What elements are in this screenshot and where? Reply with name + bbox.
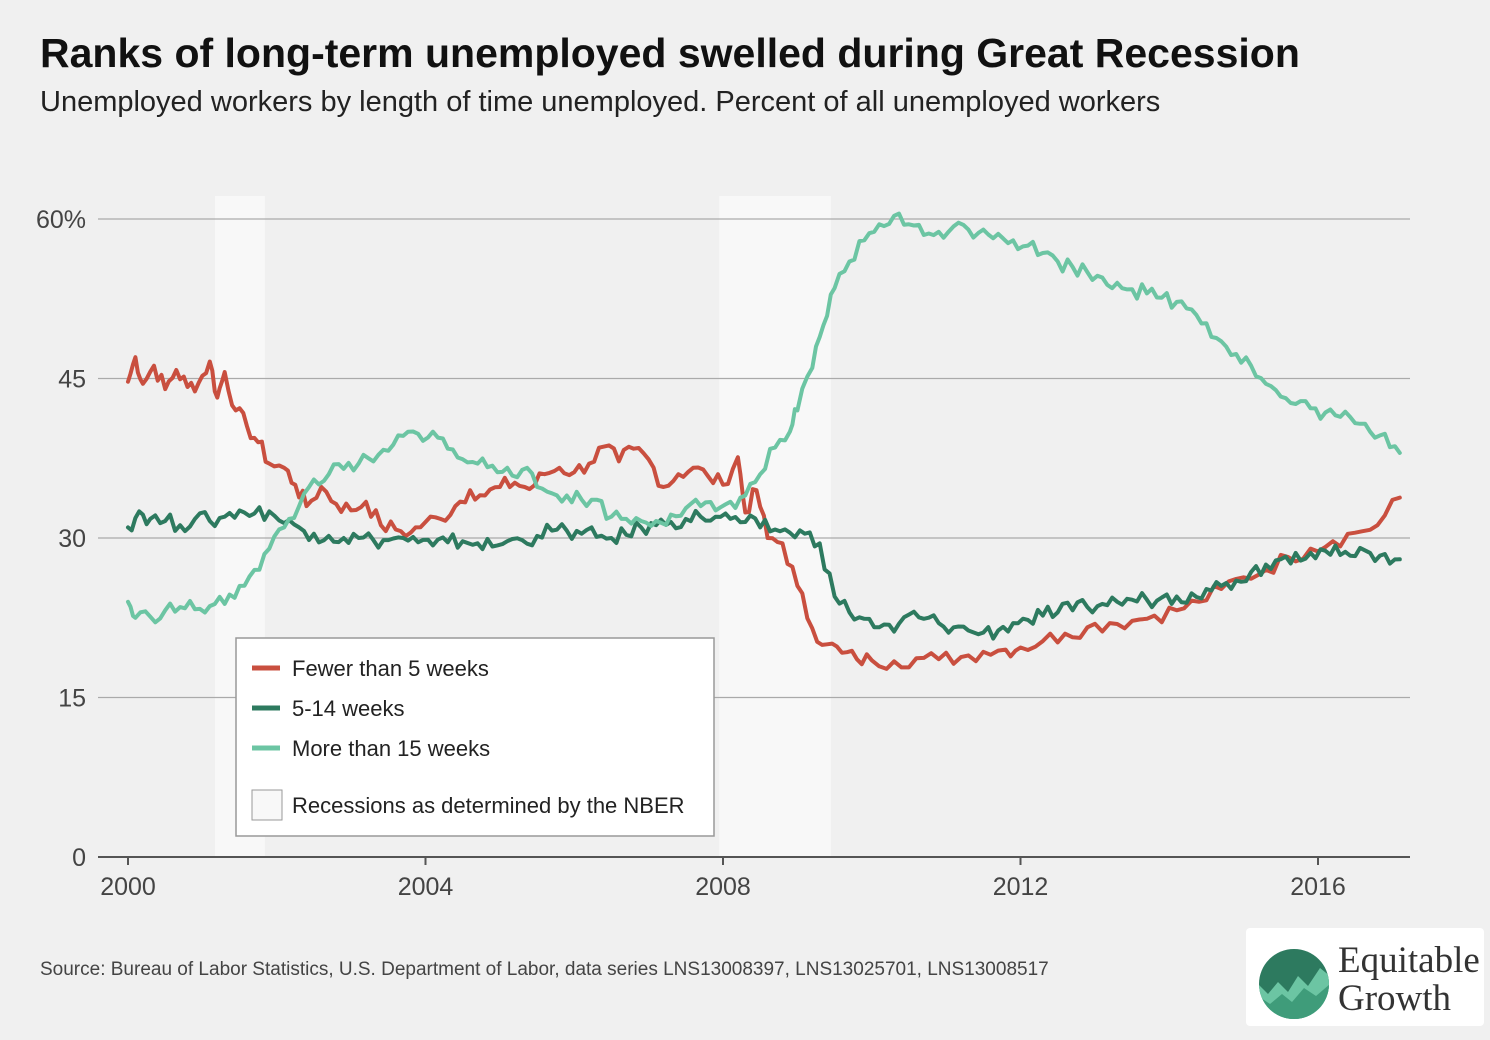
y-tick-label-30: 30	[58, 525, 86, 553]
chart-subtitle: Unemployed workers by length of time une…	[40, 86, 1161, 118]
legend-recession-label: Recessions as determined by the NBER	[292, 793, 685, 818]
x-tick-label-2004: 2004	[398, 873, 454, 901]
legend-label-1: Fewer than 5 weeks	[292, 656, 489, 681]
y-tick-label-60: 60%	[36, 206, 86, 234]
recession-bands	[215, 196, 831, 857]
y-tick-label-15: 15	[58, 685, 86, 713]
legend-recession-swatch	[251, 789, 283, 821]
source-note: Source: Bureau of Labor Statistics, U.S.…	[40, 959, 1049, 980]
growth-logo-icon	[1259, 949, 1329, 1019]
x-tick-label-2016: 2016	[1290, 873, 1346, 901]
equitable-growth-logo: Equitable Growth	[1246, 928, 1484, 1026]
series-line-1	[126, 355, 1402, 671]
legend-label-3: More than 15 weeks	[292, 736, 490, 761]
logo-word-1: Equitable	[1338, 940, 1480, 981]
y-tick-label-0: 0	[72, 844, 86, 872]
axes: 0 15 30 45 60% 2000 2004 2008 2012 2016	[36, 206, 1410, 901]
series-lines	[126, 211, 1402, 671]
legend-label-2: 5-14 weeks	[292, 696, 405, 721]
x-tick-label-2000: 2000	[100, 873, 156, 901]
x-tick-label-2012: 2012	[993, 873, 1049, 901]
series-line-3	[126, 211, 1402, 625]
legend-box	[235, 637, 715, 837]
x-tick-label-2008: 2008	[695, 873, 751, 901]
legend: Fewer than 5 weeks 5-14 weeks More than 15…	[235, 637, 715, 837]
recession-band-2	[719, 196, 831, 857]
y-tick-label-45: 45	[58, 366, 86, 394]
line-chart: 0 15 30 45 60% 2000 2004 2008 2012 2016 Fewer tha…	[35, 196, 1410, 901]
series-line-2	[126, 505, 1402, 641]
chart-title: Ranks of long-term unemployed swelled du…	[40, 30, 1300, 76]
logo-word-2: Growth	[1338, 978, 1452, 1019]
